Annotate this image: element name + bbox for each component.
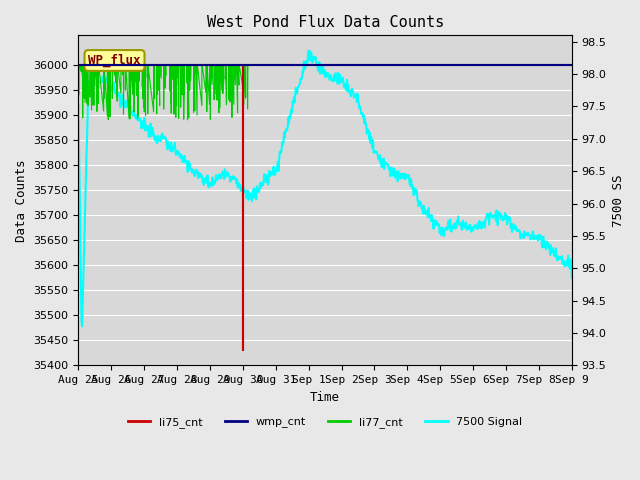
Legend: li75_cnt, wmp_cnt, li77_cnt, 7500 Signal: li75_cnt, wmp_cnt, li77_cnt, 7500 Signal [124, 412, 527, 432]
X-axis label: Time: Time [310, 391, 340, 404]
Text: WP_flux: WP_flux [88, 54, 141, 67]
Y-axis label: 7500 SS: 7500 SS [612, 174, 625, 227]
Title: West Pond Flux Data Counts: West Pond Flux Data Counts [207, 15, 444, 30]
Y-axis label: Data Counts: Data Counts [15, 159, 28, 241]
